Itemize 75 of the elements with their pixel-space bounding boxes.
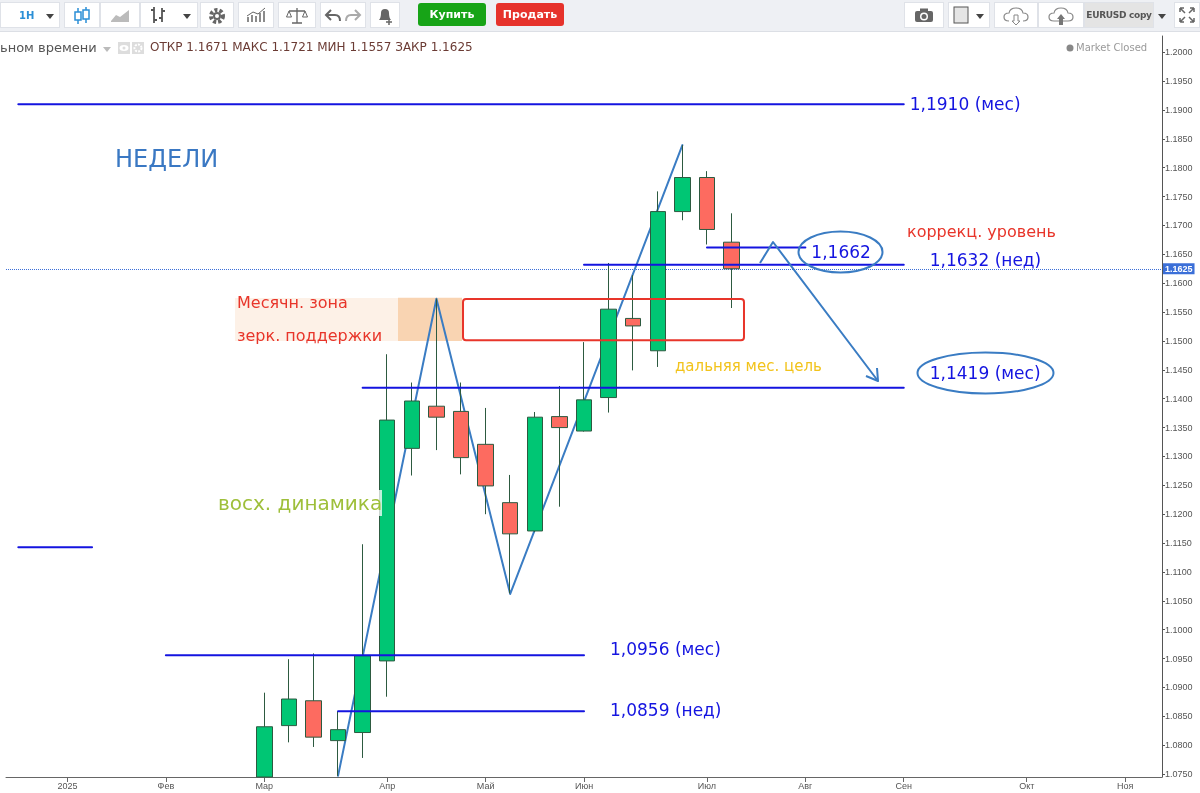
candlestick bbox=[699, 170, 715, 245]
y-tick-label: 1.0800 bbox=[1165, 740, 1193, 751]
ref-line-label: 1.1625 bbox=[1165, 263, 1193, 274]
candlestick bbox=[256, 692, 273, 778]
candlestick bbox=[527, 411, 543, 533]
y-tick-label: 1.1600 bbox=[1165, 278, 1193, 289]
x-tick-label: Авг bbox=[798, 780, 814, 791]
x-tick-label: Ноя bbox=[1116, 780, 1134, 791]
series-label: 1,1632 (нед) bbox=[929, 249, 1042, 270]
y-tick-label: 1.1400 bbox=[1165, 393, 1193, 404]
candlestick bbox=[379, 353, 395, 698]
candlestick bbox=[625, 274, 641, 371]
annotation: ОТКР 1.1671 МАКС 1.1721 МИН 1.1557 ЗАКР 1.1625 bbox=[150, 40, 473, 56]
y-tick-label: 1.1300 bbox=[1165, 451, 1193, 462]
band-label: Месячн. зона зерк. поддержки bbox=[236, 291, 384, 346]
y-tick-label: 1.1550 bbox=[1165, 307, 1193, 318]
y-tick-label: 1.0900 bbox=[1165, 682, 1193, 693]
x-tick-label: Мар bbox=[255, 780, 274, 791]
candlestick bbox=[551, 385, 568, 508]
y-tick-label: 1.0750 bbox=[1165, 769, 1193, 780]
series-label: 1,1910 (мес) bbox=[909, 94, 1021, 115]
x-tick-label: Май bbox=[476, 780, 495, 791]
y-tick-label: 1.1000 bbox=[1165, 624, 1193, 635]
y-tick-label: 1.1500 bbox=[1165, 335, 1193, 346]
series-label: 1,0956 (мес) bbox=[610, 639, 721, 660]
x-tick-label: Фев bbox=[157, 780, 175, 791]
candlestick bbox=[453, 382, 469, 475]
y-tick-label: 1.1350 bbox=[1165, 422, 1193, 433]
candlestick bbox=[477, 407, 494, 515]
y-tick-label: 1.1450 bbox=[1165, 364, 1193, 375]
text: 1H bbox=[19, 9, 35, 21]
candlestick bbox=[281, 658, 297, 743]
candlestick bbox=[428, 298, 445, 451]
x-tick-label: Сен bbox=[895, 780, 913, 791]
annotation: восх. динамика bbox=[218, 490, 383, 516]
y-tick-label: 1.0950 bbox=[1165, 653, 1193, 664]
candlestick bbox=[674, 144, 691, 221]
series-label: 1,0859 (нед) bbox=[610, 700, 722, 721]
x-tick-label: 2025 bbox=[57, 780, 78, 791]
annotation: дальняя мес. цель bbox=[675, 357, 822, 377]
text: Купить bbox=[429, 8, 475, 21]
y-tick-label: 1.1950 bbox=[1165, 76, 1193, 87]
annotation: НЕДЕЛИ bbox=[115, 144, 219, 175]
candlestick bbox=[354, 543, 371, 759]
y-tick-label: 1.1250 bbox=[1165, 480, 1193, 491]
y-tick-label: 1.1850 bbox=[1165, 133, 1193, 144]
y-tick-label: 1.1050 bbox=[1165, 595, 1193, 606]
series-label: 1,1662 bbox=[811, 242, 871, 263]
y-tick-label: 1.2000 bbox=[1165, 47, 1193, 58]
annotation: коррекц. уровень bbox=[907, 222, 1056, 243]
annotation: ьном времени bbox=[0, 40, 97, 57]
text: Продать bbox=[502, 8, 558, 21]
annotation: Market Closed bbox=[1076, 41, 1148, 54]
candlestick bbox=[305, 652, 322, 748]
text: EURUSD copy bbox=[1086, 10, 1152, 20]
candlestick bbox=[502, 474, 518, 594]
y-tick-label: 1.1750 bbox=[1165, 191, 1193, 202]
y-tick-label: 1.1200 bbox=[1165, 509, 1193, 520]
y-tick-label: 1.1800 bbox=[1165, 162, 1193, 173]
candlestick bbox=[600, 262, 617, 414]
y-tick-label: 1.1900 bbox=[1165, 104, 1193, 115]
y-tick-label: 1.0850 bbox=[1165, 711, 1193, 722]
candlestick bbox=[404, 382, 420, 477]
x-tick-label: Апр bbox=[379, 780, 396, 791]
y-tick-label: 1.1100 bbox=[1165, 566, 1192, 577]
candlestick bbox=[650, 190, 666, 368]
y-tick-label: 1.1150 bbox=[1165, 538, 1192, 549]
y-tick-label: 1.1700 bbox=[1165, 220, 1193, 231]
x-tick-label: Окт bbox=[1019, 780, 1035, 791]
y-tick-label: 1.1650 bbox=[1165, 249, 1193, 260]
x-tick-label: Июн bbox=[574, 780, 594, 791]
candlestick bbox=[576, 341, 592, 433]
candlestick bbox=[330, 710, 346, 777]
series-label: 1,1419 (мес) bbox=[929, 362, 1041, 383]
x-tick-label: Июл bbox=[697, 780, 717, 791]
